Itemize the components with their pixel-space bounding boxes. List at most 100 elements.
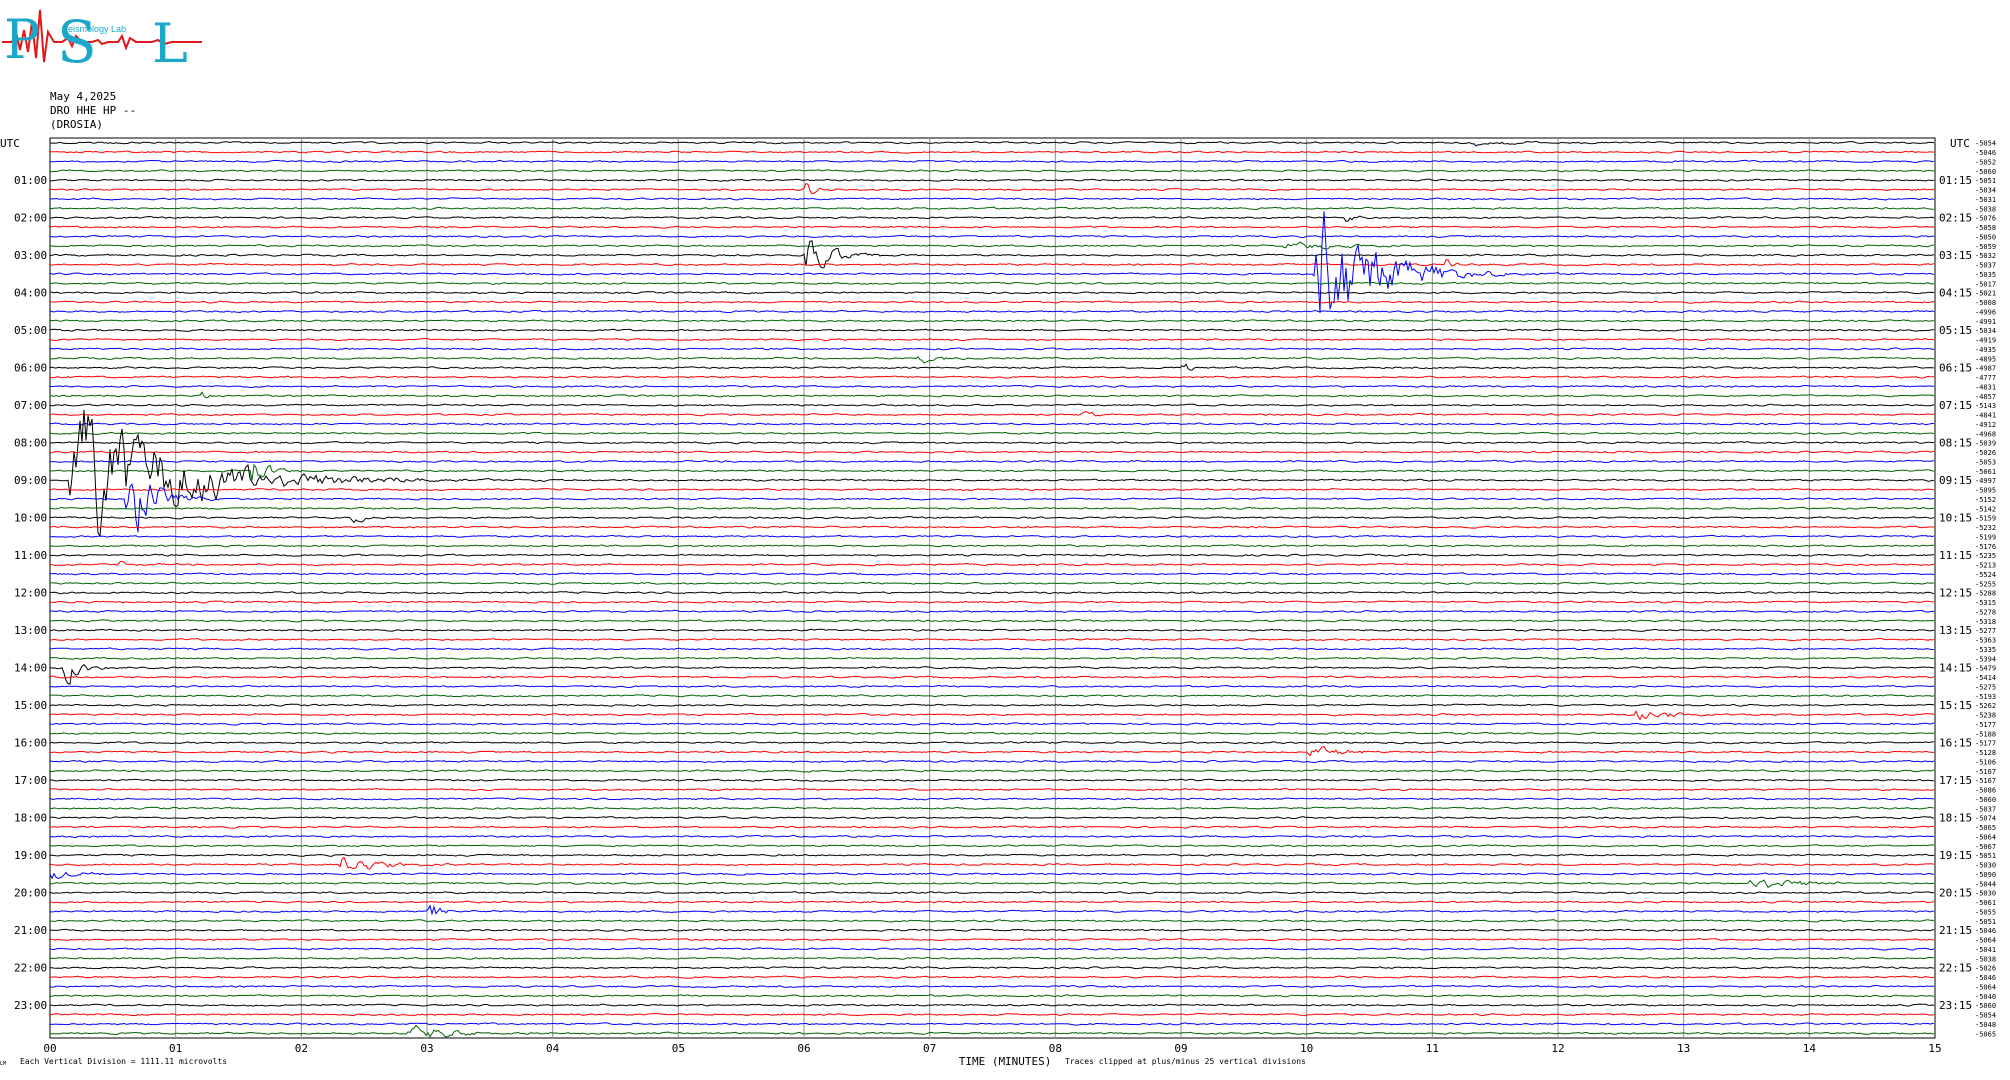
trace-77: [49, 856, 1935, 870]
trace-offset-label: -5255: [1975, 580, 1996, 588]
x-axis-label: TIME (MINUTES): [959, 1055, 1052, 1068]
trace-offset-label: -5060: [1975, 1002, 1996, 1010]
trace-33: [49, 450, 1935, 454]
trace-65: [49, 745, 1935, 757]
trace-offset-label: -5050: [1975, 233, 1996, 241]
trace-offset-label: -5038: [1975, 205, 1996, 213]
trace-offset-label: -5044: [1975, 880, 1996, 888]
trace-74: [49, 834, 1935, 839]
trace-91: [49, 994, 1934, 998]
trace-82: [49, 904, 1935, 916]
trace-offset-label: -5193: [1975, 693, 1996, 701]
right-axis-title: UTC: [1950, 137, 1970, 150]
trace-offset-label: -4997: [1975, 477, 1996, 485]
trace-offset-label: -5167: [1975, 777, 1996, 785]
trace-94: [49, 1022, 1935, 1026]
trace-offset-label: -5038: [1975, 955, 1996, 963]
trace-offset-label: -5199: [1975, 533, 1996, 541]
trace-offset-label: -5143: [1975, 402, 1996, 410]
right-hour-label: 20:15: [1939, 887, 1972, 900]
trace-11: [49, 241, 1935, 250]
trace-offset-label: -5046: [1975, 149, 1996, 157]
trace-offset-label: -5106: [1975, 758, 1996, 766]
trace-offset-label: -5046: [1975, 927, 1996, 935]
trace-offset-label: -5262: [1975, 702, 1996, 710]
trace-53: [49, 637, 1935, 642]
trace-offset-label: -5052: [1975, 158, 1996, 166]
trace-83: [49, 919, 1935, 923]
trace-20: [49, 328, 1935, 332]
left-hour-label: 14:00: [14, 662, 47, 675]
trace-13: [49, 259, 1935, 267]
left-hour-label: 04:00: [14, 287, 47, 300]
left-hour-label: 23:00: [14, 999, 47, 1012]
trace-59: [49, 694, 1935, 698]
left-hour-label: 06:00: [14, 362, 47, 375]
trace-offset-label: -5277: [1975, 627, 1996, 635]
trace-78: [49, 871, 1935, 880]
trace-89: [49, 975, 1935, 979]
trace-offset-label: -4777: [1975, 374, 1996, 382]
trace-offset-label: -5076: [1975, 215, 1996, 223]
trace-offset-label: -5026: [1975, 965, 1996, 973]
trace-offset-label: -5040: [1975, 993, 1996, 1001]
trace-70: [49, 797, 1935, 801]
trace-offset-label: -5061: [1975, 468, 1996, 476]
right-hour-label: 21:15: [1939, 924, 1972, 937]
trace-71: [49, 806, 1935, 810]
trace-66: [49, 759, 1935, 764]
left-hour-label: 12:00: [14, 587, 47, 600]
x-tick-label: 06: [797, 1042, 810, 1055]
trace-2: [49, 159, 1935, 164]
trace-32: [49, 441, 1935, 445]
right-hour-label: 08:15: [1939, 437, 1972, 450]
trace-offset-label: -4919: [1975, 337, 1996, 345]
trace-87: [49, 956, 1935, 960]
trace-15: [49, 281, 1935, 285]
trace-61: [49, 709, 1935, 721]
right-hour-label: 04:15: [1939, 287, 1972, 300]
trace-21: [49, 337, 1935, 342]
trace-offset-label: -5152: [1975, 496, 1996, 504]
trace-offset-label: -5235: [1975, 552, 1996, 560]
trace-25: [49, 375, 1935, 379]
right-hour-label: 19:15: [1939, 849, 1972, 862]
trace-3: [49, 169, 1935, 173]
right-hour-label: 23:15: [1939, 999, 1972, 1012]
left-hour-label: 22:00: [14, 962, 47, 975]
right-hour-label: 18:15: [1939, 812, 1972, 825]
trace-offset-label: -5046: [1975, 974, 1996, 982]
trace-14: [49, 211, 1935, 313]
header-date: May 4,2025: [50, 90, 117, 103]
trace-12: [50, 240, 1935, 269]
right-hour-label: 07:15: [1939, 399, 1972, 412]
left-hour-label: 09:00: [14, 474, 47, 487]
psl-logo: P S L Seismology Lab: [2, 8, 202, 68]
trace-offset-label: -5054: [1975, 140, 1996, 148]
trace-offset-label: -5060: [1975, 796, 1996, 804]
trace-62: [50, 722, 1935, 726]
x-tick-label: 03: [420, 1042, 433, 1055]
trace-offset-label: -4987: [1975, 365, 1996, 373]
trace-8: [49, 215, 1935, 222]
left-hour-label: 21:00: [14, 924, 47, 937]
trace-57: [49, 675, 1935, 679]
trace-offset-label: -5479: [1975, 665, 1996, 673]
left-hour-label: 18:00: [14, 812, 47, 825]
trace-31: [49, 431, 1935, 435]
corner-mark: LM: [0, 1061, 6, 1067]
trace-offset-label: -5394: [1975, 655, 1996, 663]
trace-56: [49, 664, 1935, 685]
trace-offset-label: -5142: [1975, 505, 1996, 513]
trace-47: [49, 581, 1935, 585]
left-hour-label: 15:00: [14, 699, 47, 712]
trace-offset-label: -5032: [1975, 252, 1996, 260]
trace-offset-label: -5095: [1975, 487, 1996, 495]
right-hour-label: 15:15: [1939, 699, 1972, 712]
trace-offset-label: -5037: [1975, 805, 1996, 813]
trace-26: [50, 384, 1935, 389]
trace-offset-label: -5074: [1975, 815, 1996, 823]
trace-17: [49, 300, 1935, 304]
trace-68: [49, 778, 1935, 782]
right-hour-label: 10:15: [1939, 512, 1972, 525]
